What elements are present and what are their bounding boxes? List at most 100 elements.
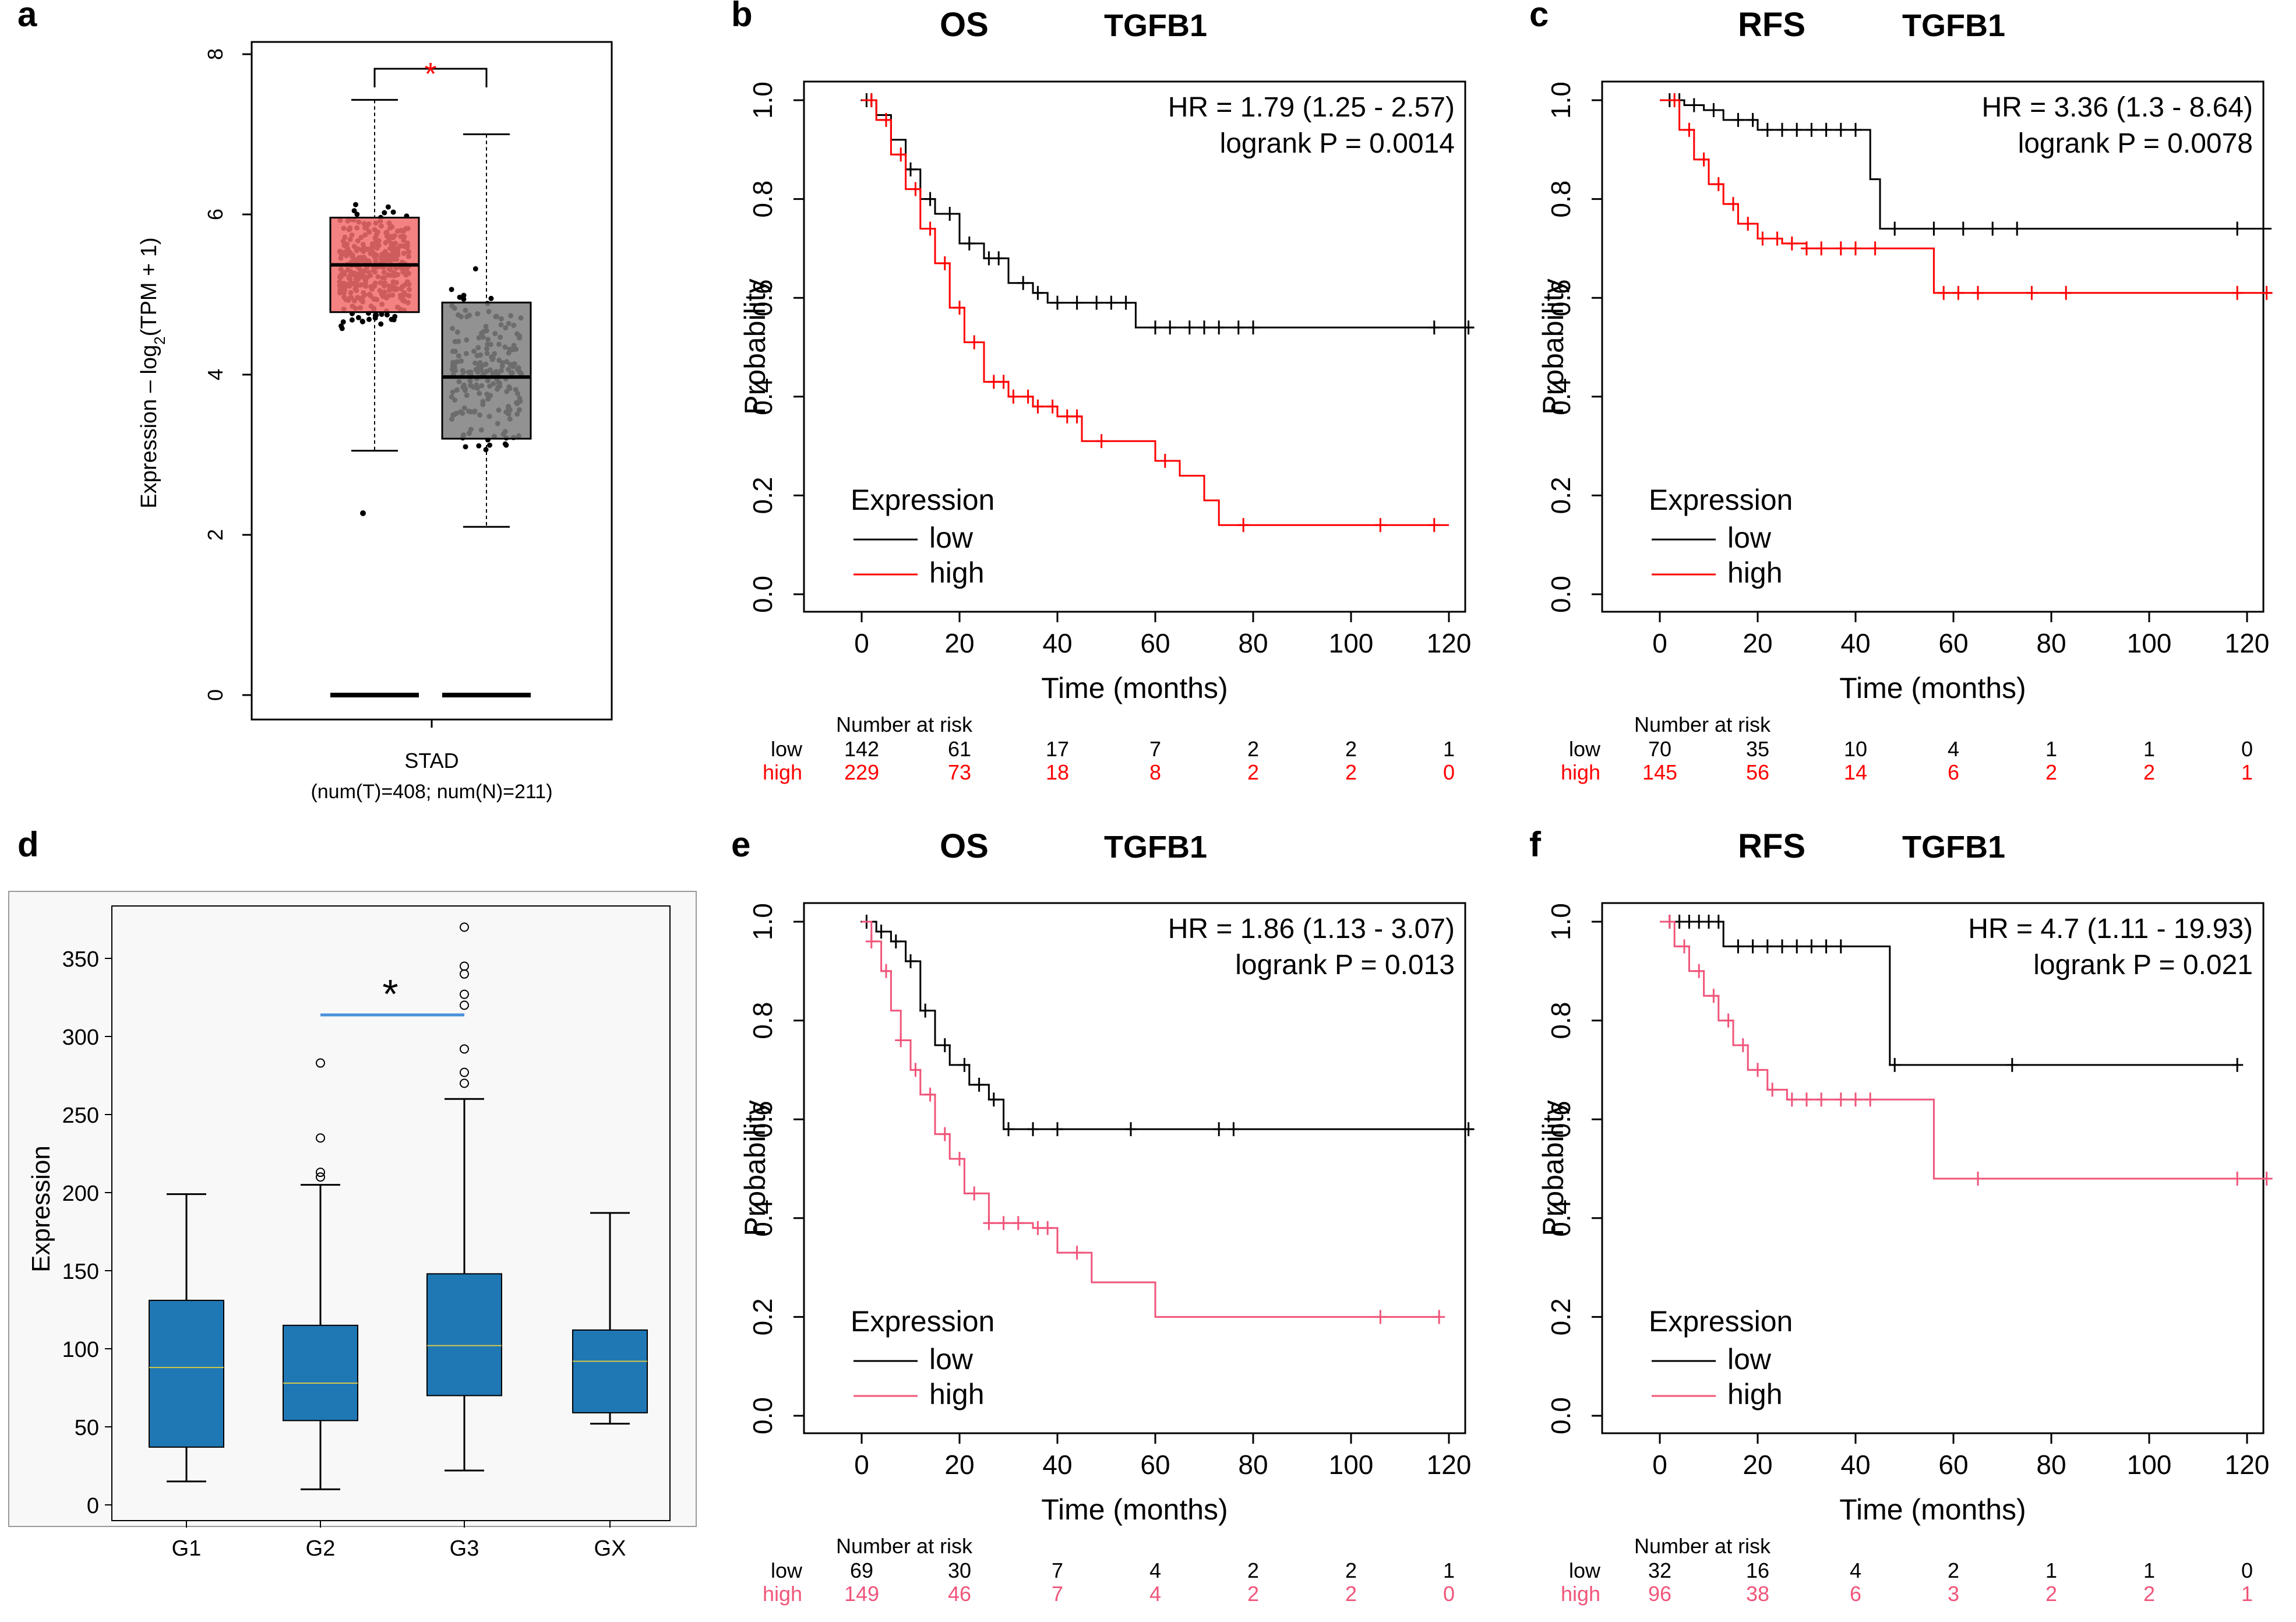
censor-mark-low	[1183, 320, 1195, 335]
y-axis-label-sub: 2	[151, 336, 168, 344]
y-tick-label: 0.4	[747, 378, 778, 415]
x-tick-label: 80	[2036, 1450, 2066, 1480]
risk-count-high: 2	[1345, 760, 1357, 784]
censor-mark-low	[1776, 122, 1788, 137]
y-tick-label: 50	[75, 1416, 99, 1440]
censor-mark-high	[968, 335, 981, 350]
data-point	[476, 443, 482, 449]
risk-row-label-low: low	[771, 737, 803, 761]
data-point	[391, 317, 397, 323]
censor-mark-low	[973, 1077, 985, 1092]
box-body	[283, 1324, 358, 1422]
risk-row-label-low: low	[1569, 1558, 1601, 1582]
data-point	[354, 211, 360, 217]
censor-mark-high	[924, 221, 936, 236]
x-axis-label: Time (months)	[1839, 1493, 2026, 1526]
legend-label-high: high	[929, 1378, 985, 1411]
risk-count-low: 2	[1247, 1558, 1259, 1582]
censor-mark-high	[1766, 1082, 1779, 1097]
x-axis-sublabel: (num(T)=408; num(N)=211)	[311, 781, 552, 803]
legend-title: Expression	[1649, 484, 1793, 516]
x-tick-label: G1	[172, 1536, 202, 1561]
data-point	[351, 208, 357, 214]
censor-mark-high	[1786, 1092, 1798, 1107]
censor-mark-high	[1698, 152, 1710, 167]
censor-mark-low	[1091, 295, 1103, 310]
censor-mark-high	[1433, 1310, 1445, 1324]
panel-letter-e: e	[731, 825, 750, 864]
censor-mark-high	[1061, 409, 1073, 424]
y-tick-label: 0.8	[747, 181, 778, 218]
y-tick-label: 0.0	[747, 576, 778, 613]
risk-count-low: 35	[1746, 737, 1769, 761]
censor-mark-low	[1928, 221, 1940, 236]
data-point	[502, 441, 508, 447]
risk-count-low: 0	[2241, 737, 2253, 761]
risk-count-low: 0	[2241, 1558, 2253, 1582]
risk-count-low: 4	[1149, 1558, 1161, 1582]
risk-count-low: 61	[948, 737, 971, 761]
km-endpoint-label: RFS	[1738, 6, 1805, 44]
censor-mark-high	[895, 1033, 907, 1048]
x-tick-label: 80	[1238, 628, 1268, 658]
censor-mark-low	[963, 236, 975, 251]
km-plot-frame	[803, 902, 1466, 1434]
censor-mark-high	[1032, 1221, 1044, 1235]
censor-mark-high	[1678, 939, 1690, 954]
risk-count-low: 7	[1052, 1558, 1063, 1582]
y-axis-label: Probability	[1537, 1100, 1570, 1236]
logrank-p-text: logrank P = 0.0014	[1220, 128, 1455, 159]
risk-count-low: 2	[1345, 737, 1357, 761]
legend-label-low: low	[1727, 521, 1772, 554]
km-endpoint-label: OS	[940, 827, 989, 865]
censor-mark-high	[924, 1087, 936, 1102]
y-tick-label: 8	[203, 48, 227, 60]
censor-mark-high	[968, 1186, 981, 1201]
censor-mark-high	[1801, 1092, 1812, 1107]
risk-count-high: 2	[2143, 1582, 2155, 1606]
km-plot-frame	[1601, 902, 2265, 1434]
censor-mark-low	[1708, 103, 1720, 117]
censor-mark-high	[909, 182, 922, 196]
censor-mark-low	[1032, 285, 1044, 300]
censor-mark-low	[1889, 1057, 1901, 1072]
censor-mark-high	[1864, 1092, 1877, 1107]
km-gene-title: TGFB1	[1104, 8, 1207, 43]
risk-count-low: 7	[1149, 737, 1161, 761]
y-tick-label: 0.4	[747, 1200, 778, 1237]
km-endpoint-label: RFS	[1738, 827, 1805, 865]
censor-mark-high	[1850, 1092, 1861, 1107]
censor-mark-low	[2231, 221, 2244, 236]
risk-count-low: 4	[1850, 1558, 1861, 1582]
box-group-gx: GX	[572, 1212, 648, 1561]
risk-row-label-high: high	[763, 760, 802, 784]
risk-count-high: 73	[948, 760, 971, 784]
censor-mark-low	[919, 1003, 932, 1018]
risk-count-low: 17	[1046, 737, 1069, 761]
x-tick-label: G2	[306, 1536, 336, 1561]
x-tick-label: G3	[450, 1536, 479, 1561]
x-tick-label: 60	[1938, 1450, 1968, 1480]
censor-mark-low	[1712, 915, 1724, 929]
survival-curve-high	[862, 921, 1440, 1318]
data-point	[378, 321, 384, 327]
censor-mark-high	[1801, 241, 1812, 256]
hazard-ratio-text: HR = 3.36 (1.3 - 8.64)	[1981, 92, 2253, 123]
censor-mark-low	[993, 251, 1005, 266]
outlier-point	[460, 1000, 469, 1010]
censor-mark-low	[1027, 1122, 1039, 1137]
censor-mark-high	[1972, 1171, 1984, 1186]
y-axis-label: Expression – log2(TPM + 1)	[137, 237, 168, 508]
box-body	[572, 1329, 648, 1413]
censor-mark-high	[1012, 1216, 1024, 1230]
censor-mark-high	[1159, 454, 1171, 468]
censor-mark-high	[880, 964, 892, 978]
x-tick-label: 100	[1329, 628, 1374, 658]
censor-mark-high	[2231, 285, 2244, 300]
risk-table-title: Number at risk	[836, 713, 973, 736]
y-tick-label: 0.2	[747, 477, 778, 514]
censor-mark-low	[1125, 1122, 1137, 1137]
